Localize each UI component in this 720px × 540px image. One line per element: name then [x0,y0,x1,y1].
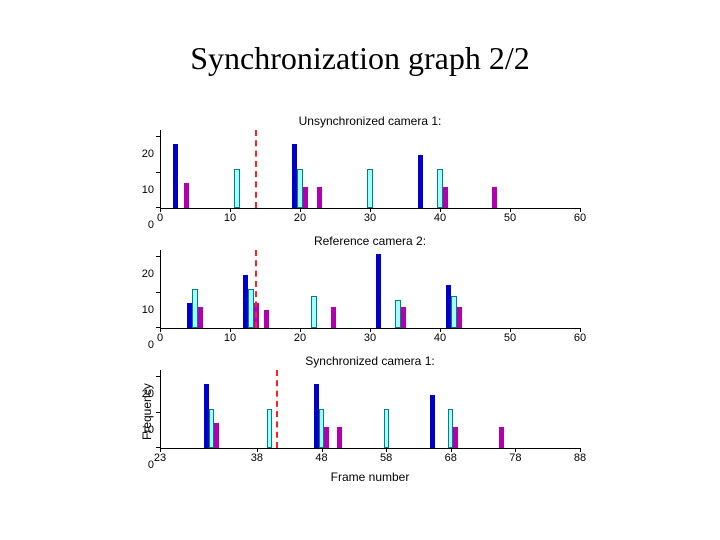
bar [173,144,178,208]
xtick-label: 50 [504,332,516,344]
bar [303,187,308,208]
ytick-label: 0 [148,339,154,351]
xtick-label: 10 [224,332,236,344]
bar [376,254,381,328]
xtick-label: 40 [434,332,446,344]
plot-area-2 [160,370,580,449]
charts-container: Unsynchronized camera 1: 0 10 20 0 10 20 30 40 50… [120,110,600,490]
xtick-label: 0 [157,332,163,344]
xtick-label: 20 [294,332,306,344]
panel-2: Synchronized camera 1:010202338485868788… [160,370,580,465]
bar [384,409,389,448]
panel-title-2: Synchronized camera 1: [160,354,580,368]
xtick-label: 60 [574,332,586,344]
bar [311,296,316,328]
xtick-label: 30 [364,332,376,344]
xtick-label: 60 [574,212,586,224]
plot-area-0 [160,130,580,209]
xtick-label: 0 [157,212,163,224]
bar [317,187,322,208]
bar [214,423,219,448]
bar [367,169,372,208]
xtick-label: 38 [251,452,263,464]
bar [234,169,239,208]
bar [331,307,336,328]
yaxis-label: Frequency [140,383,154,440]
bar [337,427,342,448]
bar [418,155,423,208]
bar [499,427,504,448]
bar [267,409,272,448]
xtick-label: 50 [504,212,516,224]
xtick-label: 88 [574,452,586,464]
reference-line [255,250,257,328]
ytick-label: 20 [142,268,154,280]
bar [184,183,189,208]
ytick-label: 20 [142,148,154,160]
bar [443,187,448,208]
xtick-label: 78 [509,452,521,464]
ytick-label: 0 [148,219,154,231]
bar [401,307,406,328]
xtick-label: 10 [224,212,236,224]
xtick-label: 68 [445,452,457,464]
bar [430,395,435,448]
ytick-label: 10 [142,184,154,196]
panel-title-0: Unsynchronized camera 1: [160,114,580,128]
panel-title-1: Reference camera 2: [160,234,580,248]
reference-line [255,130,257,208]
bar [264,310,269,328]
bar [492,187,497,208]
xtick-label: 58 [380,452,392,464]
xtick-label: 30 [364,212,376,224]
plot-area-1 [160,250,580,329]
xtick-label: 48 [315,452,327,464]
xtick-label: 20 [294,212,306,224]
bar [198,307,203,328]
xtick-label: 23 [154,452,166,464]
ytick-label: 10 [142,304,154,316]
reference-line [276,370,278,448]
slide-title: Synchronization graph 2/2 [0,0,720,77]
bar [324,427,329,448]
xaxis-label: Frame number [160,470,580,484]
bar [453,427,458,448]
panel-1: Reference camera 2:010200102030405060 [160,250,580,345]
bar [457,307,462,328]
xtick-label: 40 [434,212,446,224]
panel-0: Unsynchronized camera 1:0102001020304050… [160,130,580,225]
